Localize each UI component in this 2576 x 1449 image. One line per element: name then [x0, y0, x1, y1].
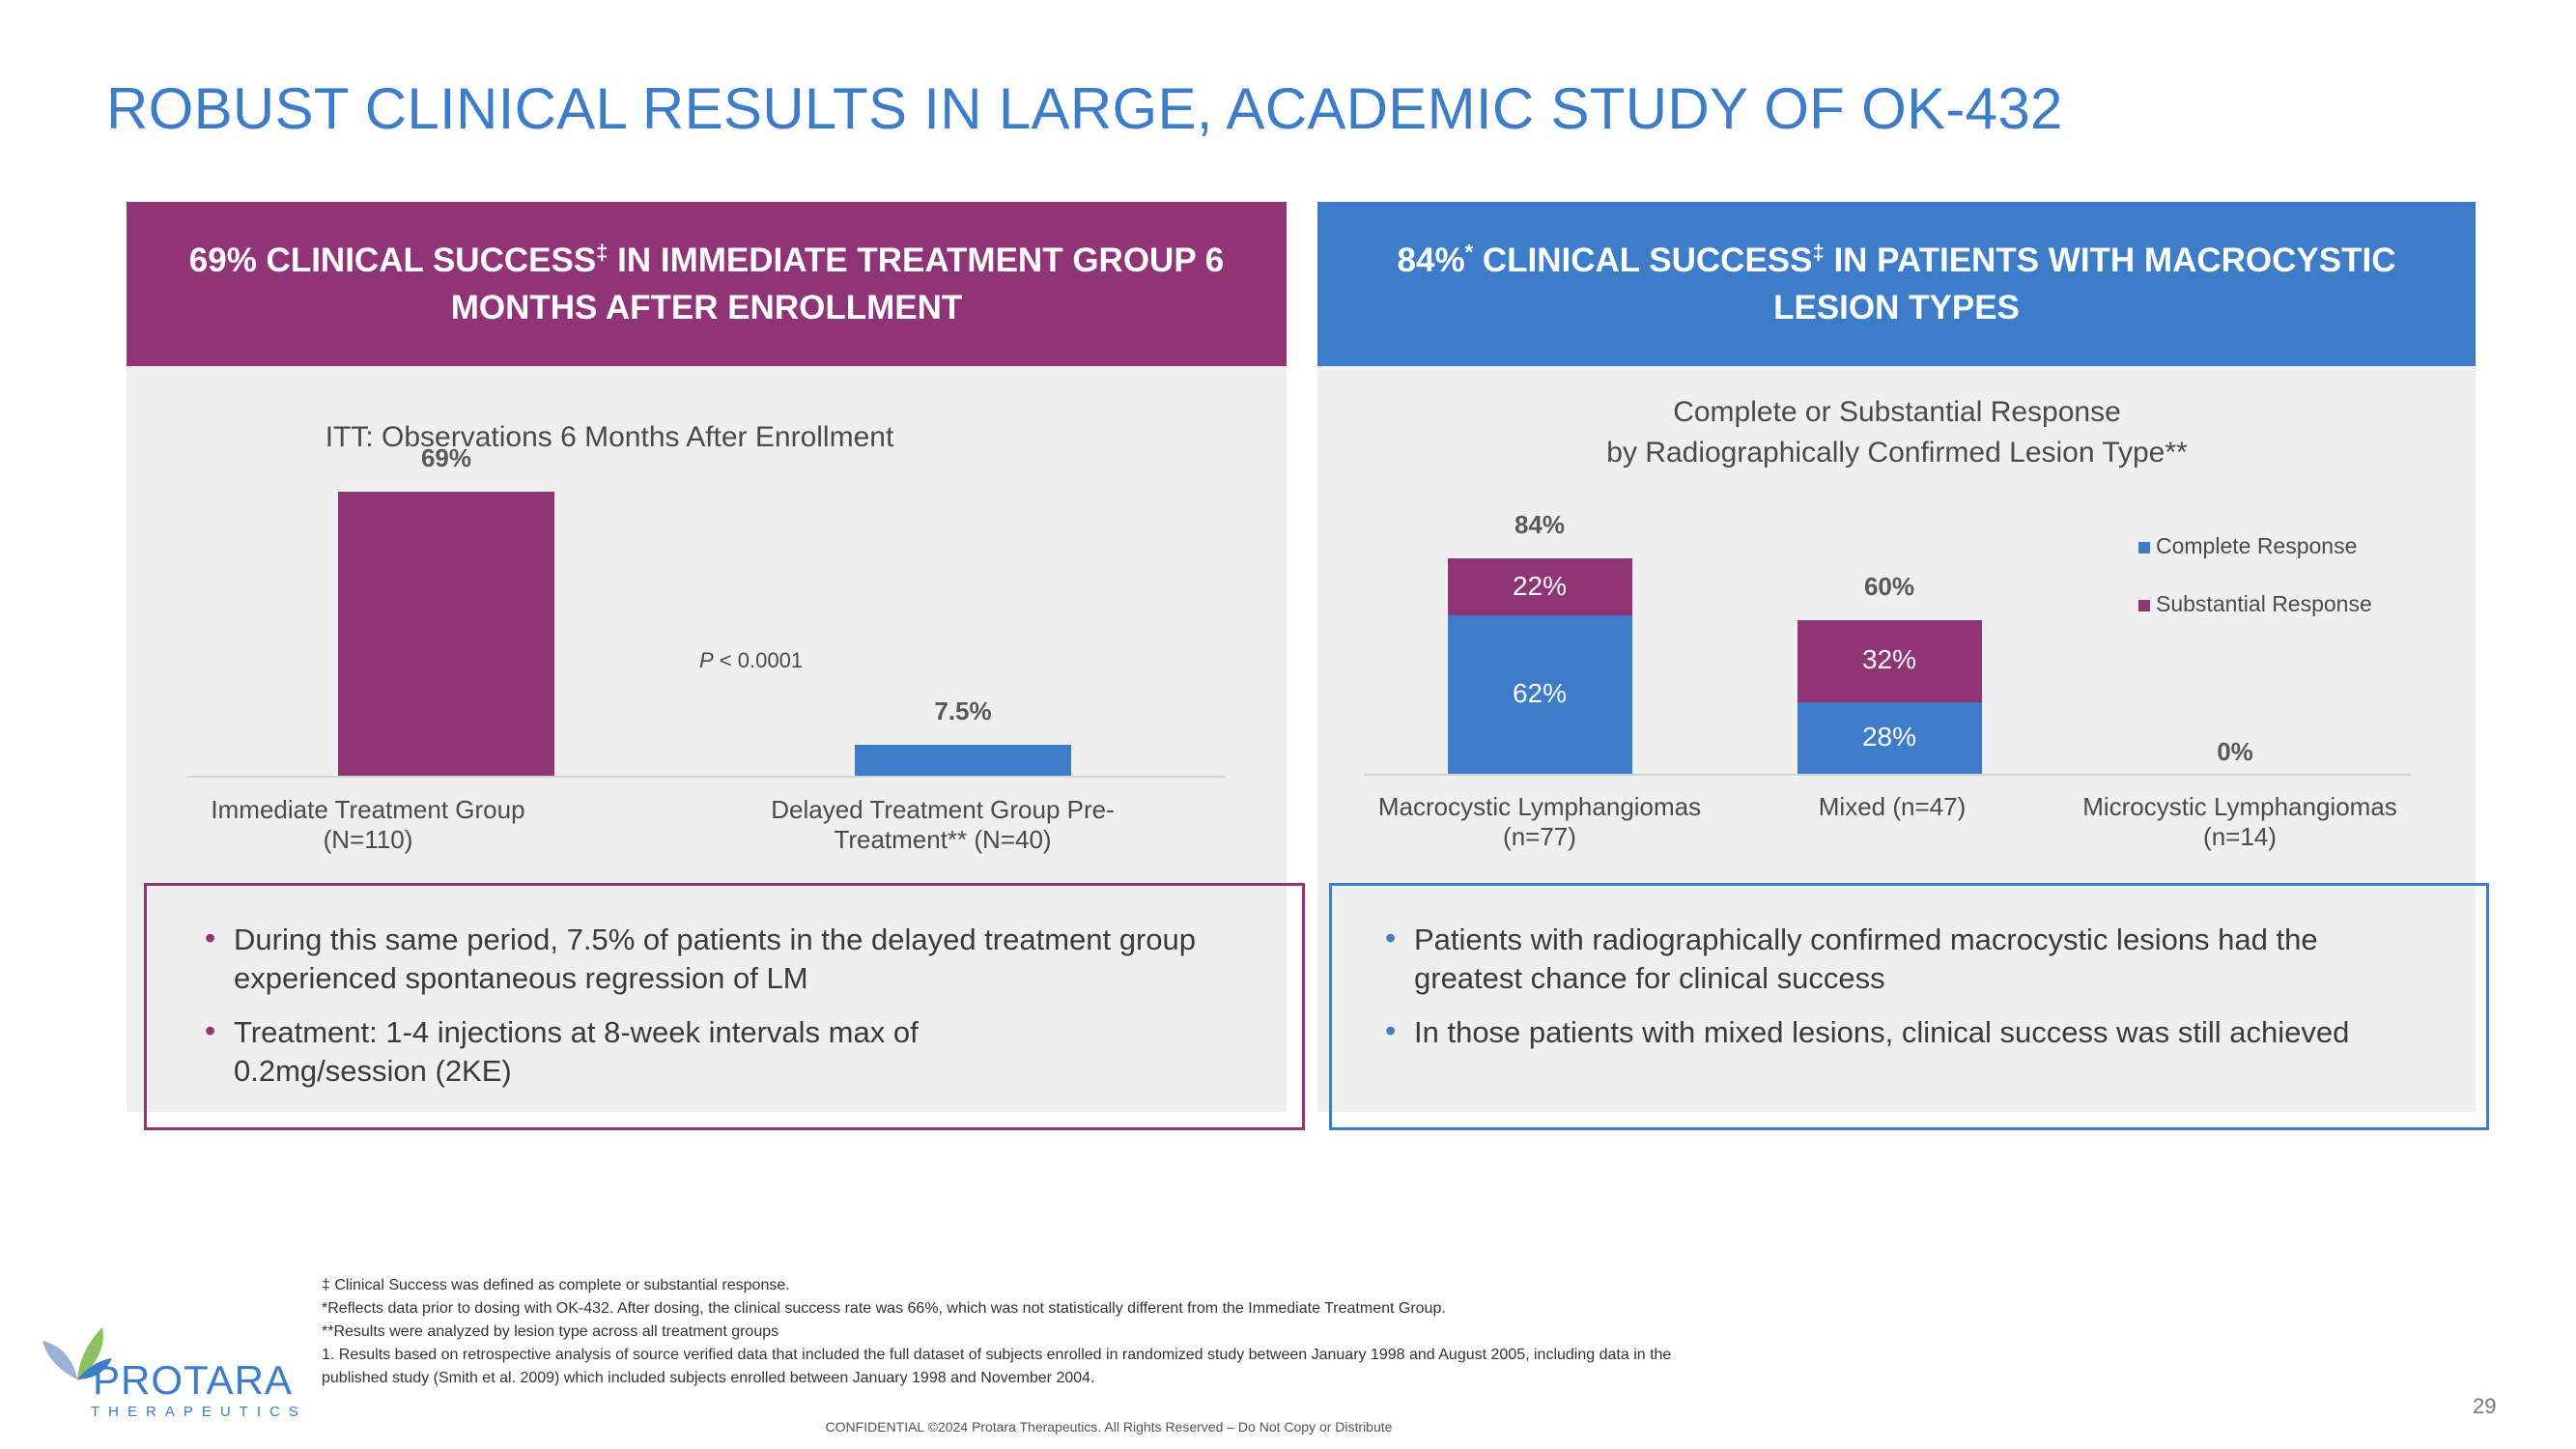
asterisk-mark: *: [1464, 240, 1474, 265]
left-panel-header: 69% CLINICAL SUCCESS‡ IN IMMEDIATE TREAT…: [127, 202, 1287, 366]
confidential-notice: CONFIDENTIAL ©2024 Protara Therapeutics.…: [825, 1419, 1393, 1435]
double-dagger-mark: ‡: [596, 240, 609, 265]
footnote: **Results were analyzed by lesion type a…: [322, 1323, 779, 1340]
bar-value-label: 69%: [420, 442, 472, 472]
legend-label: Complete Response: [2156, 533, 2358, 558]
protara-leaf-icon: [42, 1327, 112, 1379]
bar-immediate-treatment: [338, 491, 554, 776]
bar-value-label: 7.5%: [934, 696, 992, 725]
right-chart-axis: [1364, 774, 2411, 776]
legend-item-substantial: Substantial Response: [2138, 591, 2372, 617]
list-item: Patients with radiographically confirmed…: [1385, 919, 2428, 998]
segment-label-complete: 28%: [1861, 721, 1917, 752]
category-label: Mixed (n=47): [1818, 792, 1967, 821]
right-header-pre: 84%: [1397, 242, 1465, 279]
category-label: Immediate Treatment Group (N=110): [211, 795, 525, 854]
category-label: Delayed Treatment Group Pre-Treatment** …: [771, 795, 1115, 854]
left-header-pre: 69% CLINICAL SUCCESS: [188, 242, 597, 279]
legend-swatch-blue: [2138, 541, 2150, 554]
legend-swatch-purple: [2138, 599, 2150, 611]
footnote: ‡ Clinical Success was defined as comple…: [322, 1277, 790, 1293]
list-item: Treatment: 1-4 injections at 8-week inte…: [205, 1011, 939, 1091]
p-value-symbol: P: [699, 648, 714, 672]
category-label: Microcystic Lymphangiomas (n=14): [2082, 792, 2397, 851]
list-item: In those patients with mixed lesions, cl…: [1385, 1011, 2428, 1052]
footnote: *Reflects data prior to dosing with OK-4…: [322, 1300, 1446, 1317]
left-bullet-box: During this same period, 7.5% of patient…: [144, 883, 1305, 1130]
footnote: published study (Smith et al. 2009) whic…: [322, 1370, 1095, 1386]
left-chart-axis: [187, 776, 1226, 778]
category-label: Macrocystic Lymphangiomas (n=77): [1377, 792, 1702, 851]
p-value-annotation: P < 0.0001: [699, 648, 803, 673]
segment-label-complete: 62%: [1512, 677, 1568, 708]
logo-subtitle: THERAPEUTICS: [91, 1404, 307, 1420]
bar-segment-substantial: [1797, 620, 1982, 702]
right-header-post: IN PATIENTS WITH MACROCYSTIC LESION TYPE…: [1773, 242, 2396, 327]
right-bullet-box: Patients with radiographically confirmed…: [1329, 883, 2489, 1130]
segment-label-substantial: 32%: [1861, 644, 1917, 675]
right-panel-header: 84%* CLINICAL SUCCESS‡ IN PATIENTS WITH …: [1317, 202, 2476, 366]
left-chart-title: ITT: Observations 6 Months After Enrollm…: [325, 421, 894, 453]
legend-item-complete: Complete Response: [2138, 533, 2357, 559]
right-header-mid: CLINICAL SUCCESS: [1473, 242, 1813, 279]
page-number: 29: [2473, 1394, 2497, 1418]
stack-total-label: 60%: [1863, 572, 1915, 601]
right-chart-title-line2: by Radiographically Confirmed Lesion Typ…: [1606, 437, 2188, 469]
bar-segment-substantial: [1447, 558, 1632, 615]
left-header-post: IN IMMEDIATE TREATMENT GROUP 6 MONTHS AF…: [450, 242, 1225, 327]
segment-label-substantial: 22%: [1512, 570, 1568, 601]
page-title: ROBUST CLINICAL RESULTS IN LARGE, ACADEM…: [106, 76, 2063, 141]
p-value-text: < 0.0001: [713, 648, 804, 672]
legend-label: Substantial Response: [2156, 591, 2372, 616]
footnotes: ‡ Clinical Success was defined as comple…: [322, 1274, 1671, 1390]
bar-delayed-treatment: [855, 745, 1071, 776]
right-chart-title-line1: Complete or Substantial Response: [1673, 396, 2121, 428]
stack-total-label: 84%: [1514, 510, 1566, 540]
footnote: 1. Results based on retrospective analys…: [322, 1347, 1672, 1363]
bar-segment-complete: [1447, 614, 1632, 774]
stack-total-label: 0%: [2217, 737, 2253, 766]
double-dagger-mark: ‡: [1812, 240, 1825, 265]
right-bullet-list: Patients with radiographically confirmed…: [1385, 919, 2428, 1067]
list-item: During this same period, 7.5% of patient…: [205, 919, 1248, 998]
logo-wordmark: PROTARA: [93, 1357, 293, 1403]
left-bullet-list: During this same period, 7.5% of patient…: [205, 919, 1248, 1106]
right-chart-title: Complete or Substantial Response by Radi…: [1462, 392, 2332, 473]
bar-segment-complete: [1797, 701, 1982, 774]
